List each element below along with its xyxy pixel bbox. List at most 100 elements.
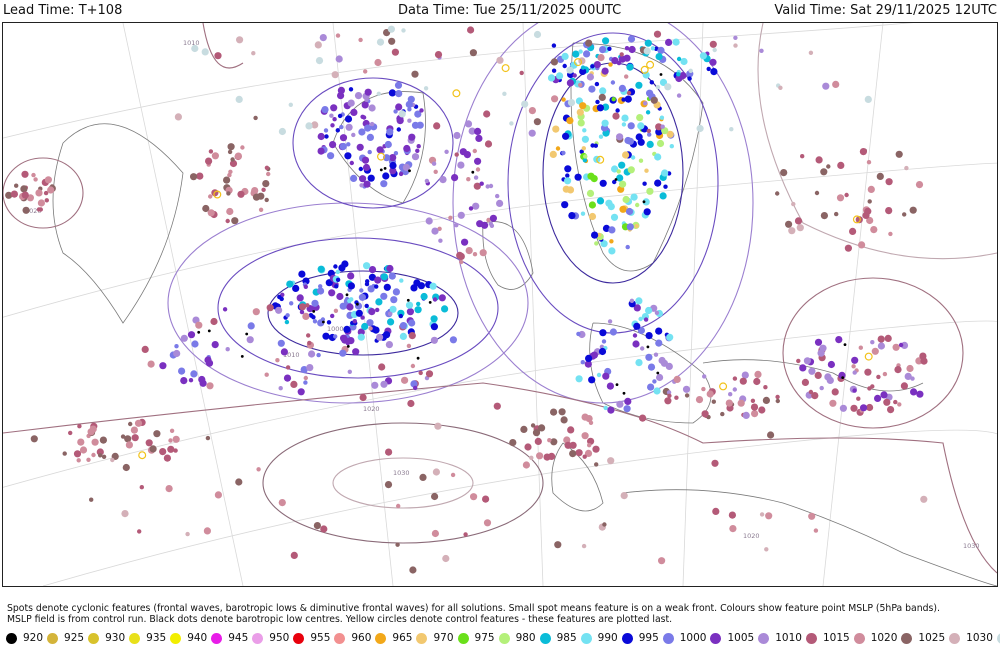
feature-spot bbox=[333, 334, 338, 339]
feature-spot bbox=[396, 127, 401, 132]
feature-spot bbox=[187, 331, 196, 339]
feature-spot bbox=[606, 382, 615, 390]
feature-spot bbox=[5, 191, 13, 199]
caption-line-2: MSLP field is from control run. Black do… bbox=[7, 614, 673, 625]
feature-spot bbox=[475, 167, 481, 172]
control-feature-circle bbox=[646, 60, 655, 69]
feature-spot bbox=[388, 272, 396, 280]
feature-spot bbox=[438, 294, 446, 302]
feature-spot bbox=[364, 97, 369, 103]
feature-spot bbox=[398, 171, 404, 177]
feature-spot bbox=[251, 187, 259, 195]
feature-spot bbox=[278, 127, 286, 136]
feature-spot bbox=[856, 396, 861, 401]
feature-spot bbox=[235, 95, 243, 103]
feature-spot bbox=[376, 333, 384, 341]
feature-spot bbox=[208, 149, 214, 154]
feature-spot bbox=[610, 80, 616, 85]
feature-spot bbox=[599, 46, 607, 54]
feature-spot bbox=[893, 399, 898, 405]
feature-spot bbox=[376, 38, 385, 46]
feature-spot bbox=[364, 303, 369, 309]
feature-spot bbox=[569, 441, 577, 449]
feature-spot bbox=[351, 132, 356, 138]
feature-spot bbox=[457, 161, 465, 169]
feature-spot bbox=[866, 160, 872, 165]
feature-spot bbox=[292, 284, 300, 292]
feature-spot bbox=[339, 349, 347, 357]
feature-spot bbox=[134, 419, 143, 427]
legend-swatch bbox=[334, 632, 346, 644]
feature-spot bbox=[297, 388, 305, 396]
feature-spot bbox=[459, 259, 464, 265]
data-time: Data Time: Tue 25/11/2025 00UTC bbox=[398, 3, 622, 18]
feature-spot bbox=[308, 350, 316, 358]
feature-spot bbox=[775, 398, 780, 404]
feature-spot bbox=[482, 495, 490, 503]
feature-spot bbox=[597, 54, 605, 62]
feature-spot bbox=[211, 152, 219, 160]
feature-spot bbox=[402, 163, 410, 171]
feature-spot bbox=[358, 166, 363, 172]
feature-spot bbox=[900, 382, 909, 390]
feature-spot bbox=[580, 65, 586, 70]
feature-spot bbox=[410, 380, 418, 388]
feature-spot bbox=[534, 437, 542, 445]
feature-spot bbox=[430, 336, 438, 344]
legend-label: 1015 bbox=[822, 632, 850, 644]
feature-spot bbox=[576, 331, 581, 337]
legend-label: 925 bbox=[64, 632, 85, 644]
feature-spot bbox=[564, 165, 572, 173]
feature-spot bbox=[356, 143, 364, 151]
legend-label: 965 bbox=[392, 632, 413, 644]
legend-item: 930 bbox=[88, 632, 125, 644]
feature-spot bbox=[612, 112, 620, 120]
feature-spot bbox=[676, 56, 682, 62]
feature-spot bbox=[317, 265, 325, 273]
feature-spot bbox=[866, 403, 874, 412]
feature-spot bbox=[729, 525, 737, 533]
lead-time: Lead Time: T+108 bbox=[3, 3, 123, 18]
feature-spot bbox=[405, 301, 414, 309]
feature-spot bbox=[416, 301, 421, 307]
control-feature-circle bbox=[719, 382, 728, 391]
feature-spot bbox=[588, 420, 594, 425]
feature-spot bbox=[602, 37, 610, 45]
feature-spot bbox=[551, 43, 557, 48]
feature-spot bbox=[654, 179, 662, 187]
barotropic-low-dot bbox=[379, 168, 383, 172]
feature-spot bbox=[486, 217, 491, 223]
feature-spot bbox=[174, 344, 179, 349]
feature-spot bbox=[396, 503, 401, 509]
feature-spot bbox=[561, 201, 569, 209]
feature-spot bbox=[635, 297, 643, 305]
feature-spot bbox=[654, 310, 660, 315]
feature-spot bbox=[348, 87, 354, 92]
feature-spot bbox=[334, 284, 339, 289]
feature-spot bbox=[120, 434, 126, 439]
feature-spot bbox=[234, 152, 242, 160]
feature-spot bbox=[625, 207, 634, 216]
feature-spot bbox=[121, 510, 129, 518]
feature-spot bbox=[627, 166, 635, 174]
feature-spot bbox=[808, 367, 816, 375]
feature-spot bbox=[91, 452, 96, 458]
feature-spot bbox=[612, 179, 617, 185]
feature-spot bbox=[591, 231, 599, 239]
feature-spot bbox=[866, 216, 874, 225]
feature-spot bbox=[386, 128, 394, 136]
feature-spot bbox=[701, 386, 706, 392]
legend-swatch bbox=[457, 632, 469, 644]
feature-spot bbox=[389, 305, 397, 313]
barotropic-low-dot bbox=[312, 310, 316, 313]
legend-item: 985 bbox=[539, 632, 577, 644]
feature-spot bbox=[275, 306, 283, 314]
legend-item: 995 bbox=[621, 632, 659, 644]
barotropic-low-dot bbox=[383, 167, 387, 170]
feature-spot bbox=[337, 113, 343, 119]
feature-spot bbox=[347, 99, 355, 107]
feature-spot bbox=[390, 296, 398, 304]
feature-spot bbox=[339, 134, 348, 142]
feature-spot bbox=[870, 340, 875, 345]
mslp-isobars bbox=[3, 23, 997, 574]
